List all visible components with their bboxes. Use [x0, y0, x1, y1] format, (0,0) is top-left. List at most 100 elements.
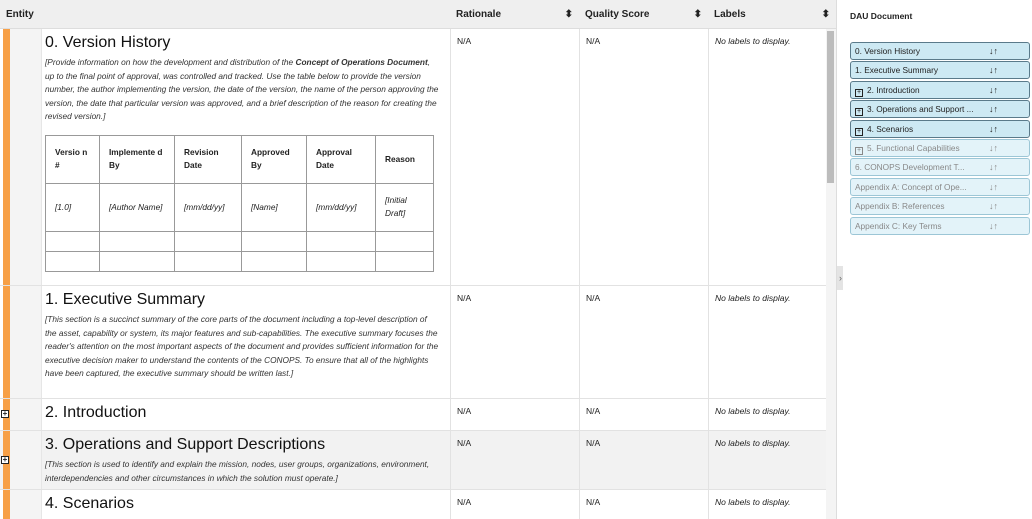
- sort-icon[interactable]: ⬍: [564, 9, 573, 20]
- reorder-icon[interactable]: ↓↑: [989, 162, 998, 173]
- td: [241, 230, 307, 252]
- scrollbar-thumb[interactable]: [827, 31, 834, 183]
- entity-cell: 1. Executive Summary [This section is a …: [45, 291, 440, 381]
- rationale-cell: N/A: [450, 431, 579, 489]
- desc-text: [Provide information on how the developm…: [45, 57, 296, 67]
- td: [45, 250, 100, 272]
- outline-label: 6. CONOPS Development T...: [855, 162, 965, 173]
- outline-item[interactable]: +3. Operations and Support ... ↓↑: [850, 100, 1030, 119]
- outline-item[interactable]: 6. CONOPS Development T... ↓↑: [850, 158, 1030, 177]
- outline-label: 4. Scenarios: [867, 123, 914, 134]
- outline-item[interactable]: +2. Introduction ↓↑: [850, 80, 1030, 99]
- table-row[interactable]: + 3. Operations and Support Descriptions…: [0, 431, 826, 490]
- td: [174, 250, 242, 272]
- quality-cell: N/A: [579, 490, 708, 519]
- outline-label: 1. Executive Summary: [855, 65, 938, 76]
- td: [45, 230, 100, 252]
- section-title: 3. Operations and Support Descriptions: [45, 436, 326, 453]
- column-header-labels[interactable]: Labels ⬍: [708, 0, 836, 29]
- outline-label: Appendix B: References: [855, 201, 945, 212]
- reorder-icon[interactable]: ↓↑: [989, 142, 998, 153]
- column-header-quality-score[interactable]: Quality Score ⬍: [579, 0, 708, 29]
- th: Versio n #: [45, 134, 100, 184]
- row-gutter: [10, 490, 42, 519]
- th: Reason: [375, 134, 434, 184]
- th: Revision Date: [174, 134, 242, 184]
- desc-text: , up to the final point of approval, was…: [45, 57, 439, 122]
- td: [Author Name]: [99, 182, 175, 232]
- labels-cell: No labels to display.: [708, 286, 826, 398]
- version-table: Versio n # Implemente d By Revision Date…: [45, 134, 434, 272]
- expand-icon[interactable]: +: [855, 88, 863, 97]
- reorder-icon[interactable]: ↓↑: [989, 104, 998, 115]
- reorder-icon[interactable]: ↓↑: [989, 84, 998, 95]
- table-header: Entity Rationale ⬍ Quality Score ⬍ Labels ⬍: [0, 0, 836, 29]
- td: [mm/dd/yy]: [306, 182, 376, 232]
- quality-cell: N/A: [579, 29, 708, 285]
- td: [99, 250, 175, 272]
- td: [375, 230, 434, 252]
- reorder-icon[interactable]: ↓↑: [989, 181, 998, 192]
- expand-icon[interactable]: +: [855, 146, 863, 155]
- column-header-rationale[interactable]: Rationale ⬍: [450, 0, 579, 29]
- row-gutter: [10, 399, 42, 430]
- panel-splitter[interactable]: ›: [836, 0, 844, 519]
- reorder-icon[interactable]: ↓↑: [989, 46, 998, 56]
- outline-item[interactable]: Appendix C: Key Terms ↓↑: [850, 216, 1030, 235]
- th: Approved By: [241, 134, 307, 184]
- document-outline-panel: DAU Document 0. Version History ↓↑ 1. Exe…: [843, 0, 1032, 519]
- reorder-icon[interactable]: ↓↑: [989, 220, 998, 231]
- column-label: Labels: [714, 9, 746, 20]
- section-description: [This section is a succinct summary of t…: [45, 314, 439, 379]
- table-row[interactable]: 1. Executive Summary [This section is a …: [0, 286, 826, 399]
- rationale-cell: N/A: [450, 399, 579, 430]
- table-row[interactable]: + 2. Introduction N/A N/A No labels to d…: [0, 399, 826, 431]
- column-label: Entity: [6, 9, 34, 20]
- row-gutter: [10, 286, 42, 398]
- row-accent: [3, 286, 10, 398]
- column-header-entity[interactable]: Entity: [0, 0, 450, 29]
- table-row[interactable]: 4. Scenarios N/A N/A No labels to displa…: [0, 490, 826, 519]
- outline-item[interactable]: Appendix B: References ↓↑: [850, 197, 1030, 216]
- outline-item[interactable]: Appendix A: Concept of Ope... ↓↑: [850, 177, 1030, 196]
- reorder-icon[interactable]: ↓↑: [989, 65, 998, 76]
- td: [241, 250, 307, 272]
- section-title: 1. Executive Summary: [45, 291, 206, 308]
- vertical-scrollbar[interactable]: [826, 29, 836, 519]
- sort-icon[interactable]: ⬍: [821, 9, 830, 20]
- section-description: [Provide information on how the developm…: [45, 56, 440, 124]
- td: [174, 230, 242, 252]
- reorder-icon[interactable]: ↓↑: [989, 201, 998, 212]
- expand-icon[interactable]: +: [855, 108, 863, 117]
- outline-label: 0. Version History: [855, 46, 921, 56]
- table-row[interactable]: 0. Version History [Provide information …: [0, 29, 826, 286]
- td: [375, 250, 434, 272]
- outline-label: 2. Introduction: [867, 84, 920, 95]
- td: [306, 250, 376, 272]
- td: [Initial Draft]: [375, 182, 434, 232]
- table-body: 0. Version History [Provide information …: [0, 29, 826, 519]
- rationale-cell: N/A: [450, 490, 579, 519]
- outline-label: 5. Functional Capabilities: [867, 142, 960, 153]
- outline-item[interactable]: 0. Version History ↓↑: [850, 42, 1030, 60]
- outline-item[interactable]: 1. Executive Summary ↓↑: [850, 61, 1030, 80]
- section-title: 4. Scenarios: [45, 495, 134, 512]
- expand-icon[interactable]: +: [855, 127, 863, 136]
- quality-cell: N/A: [579, 286, 708, 398]
- outline-item[interactable]: +4. Scenarios ↓↑: [850, 119, 1030, 138]
- quality-cell: N/A: [579, 399, 708, 430]
- entity-cell: 4. Scenarios: [45, 495, 440, 517]
- reorder-icon[interactable]: ↓↑: [989, 123, 998, 134]
- expand-icon[interactable]: +: [1, 455, 9, 464]
- chevron-right-icon[interactable]: ›: [837, 266, 844, 290]
- sort-icon[interactable]: ⬍: [693, 9, 702, 20]
- row-gutter: [10, 29, 42, 285]
- labels-cell: No labels to display.: [708, 29, 826, 285]
- expand-icon[interactable]: +: [1, 409, 9, 418]
- entity-cell: 2. Introduction: [45, 404, 440, 426]
- row-accent: [3, 29, 10, 285]
- rationale-cell: N/A: [450, 29, 579, 285]
- labels-cell: No labels to display.: [708, 490, 826, 519]
- outline-item[interactable]: +5. Functional Capabilities ↓↑: [850, 138, 1030, 157]
- rationale-cell: N/A: [450, 286, 579, 398]
